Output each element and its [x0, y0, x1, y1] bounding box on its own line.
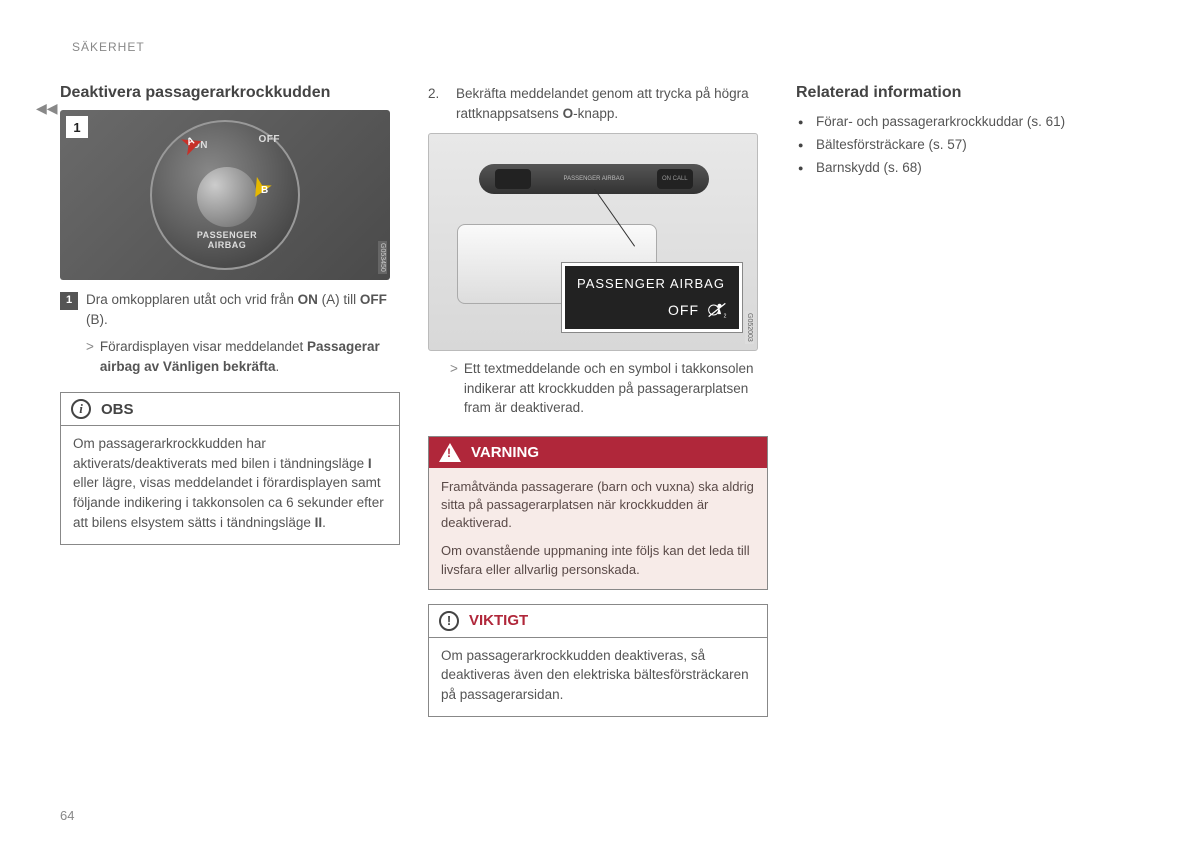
warning-triangle-icon	[439, 443, 461, 462]
step-2-result: > Ett textmeddelande och en symbol i tak…	[450, 359, 768, 418]
figure-overhead-console: PASSENGER AIRBAG ON CALL PASSENGER AIRBA…	[428, 133, 758, 351]
dial-airbag-label: PASSENGER AIRBAG	[190, 230, 264, 250]
warning-p1: Framåtvända passagerare (barn och vuxna)…	[441, 478, 755, 533]
figure-airbag-switch: 1 ON OFF PASSENGER AIRBAG ➤A ➤B G053450	[60, 110, 390, 280]
step-1-result: > Förardisplayen visar meddelandet Passa…	[86, 337, 400, 376]
obs-box: i OBS Om passagerarkrockkudden har aktiv…	[60, 392, 400, 545]
info-icon: i	[71, 399, 91, 419]
section-header: SÄKERHET	[72, 40, 1140, 54]
warning-box: VARNING Framåtvända passagerare (barn oc…	[428, 436, 768, 590]
svg-text:2: 2	[724, 314, 727, 320]
column-2: 2. Bekräfta meddelandet genom att trycka…	[428, 84, 768, 717]
warning-p2: Om ovanstående uppmaning inte följs kan …	[441, 542, 755, 578]
callout-title: PASSENGER AIRBAG	[577, 276, 727, 291]
callout-off-text: OFF	[668, 302, 699, 318]
obs-body: Om passagerarkrockkudden har aktiverats/…	[61, 426, 399, 544]
warning-body: Framåtvända passagerare (barn och vuxna)…	[429, 468, 767, 589]
airbag-dial: ON OFF PASSENGER AIRBAG ➤A ➤B	[150, 120, 300, 270]
related-item: Bältesförsträckare (s. 57)	[796, 133, 1136, 156]
col1-title: Deaktivera passagerarkrockkudden	[60, 84, 400, 102]
important-icon: !	[439, 611, 459, 631]
related-info-list: Förar- och passagerarkrockkuddar (s. 61)…	[796, 110, 1136, 179]
step-2-text: Bekräfta meddelandet genom att trycka på…	[456, 84, 768, 123]
obs-title: OBS	[101, 401, 134, 418]
related-item: Förar- och passagerarkrockkuddar (s. 61)	[796, 110, 1136, 133]
important-header: ! VIKTIGT	[429, 605, 767, 638]
step-1-text: Dra omkopplaren utåt och vrid från ON (A…	[86, 290, 400, 329]
important-box: ! VIKTIGT Om passagerarkrockkudden deakt…	[428, 604, 768, 718]
result-arrow-icon: >	[86, 337, 94, 376]
console-btn-right: ON CALL	[657, 169, 693, 189]
related-info-title: Relaterad information	[796, 84, 1136, 102]
continuation-icon: ◀◀	[36, 100, 58, 117]
step-2-number: 2.	[428, 84, 446, 123]
important-body: Om passagerarkrockkudden deaktiveras, så…	[429, 638, 767, 717]
related-item: Barnskydd (s. 68)	[796, 156, 1136, 179]
dial-off-label: OFF	[259, 134, 281, 145]
airbag-off-icon: 2	[707, 301, 727, 319]
step-2-result-text: Ett textmeddelande och en symbol i takko…	[464, 359, 768, 418]
step-number-box: 1	[60, 292, 78, 310]
figure-code-2: G052003	[745, 311, 754, 344]
obs-header: i OBS	[61, 393, 399, 426]
result-arrow-icon-2: >	[450, 359, 458, 418]
column-3: Relaterad information Förar- och passage…	[796, 84, 1136, 717]
step-1: 1 Dra omkopplaren utåt och vrid från ON …	[60, 290, 400, 329]
step-2: 2. Bekräfta meddelandet genom att trycka…	[428, 84, 768, 123]
arrow-a-icon: ➤A	[178, 127, 207, 161]
callout-box: PASSENGER AIRBAG OFF 2	[562, 263, 742, 332]
figure-code: G053450	[378, 241, 387, 274]
callout-off-row: OFF 2	[577, 301, 727, 319]
warning-header: VARNING	[429, 437, 767, 468]
step-1-result-text: Förardisplayen visar meddelandet Passage…	[100, 337, 400, 376]
console-btn-left	[495, 169, 531, 189]
console-center-label: PASSENGER AIRBAG	[564, 176, 625, 182]
warning-title: VARNING	[471, 444, 539, 461]
important-title: VIKTIGT	[469, 612, 528, 629]
column-1: Deaktivera passagerarkrockkudden 1 ON OF…	[60, 84, 400, 717]
page-number: 64	[60, 808, 74, 823]
figure-badge: 1	[66, 116, 88, 138]
content-columns: Deaktivera passagerarkrockkudden 1 ON OF…	[60, 84, 1140, 717]
dial-knob	[197, 167, 257, 227]
